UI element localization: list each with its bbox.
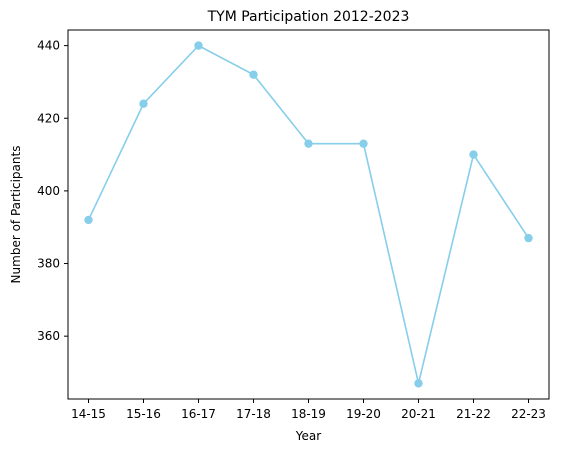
data-point	[414, 379, 423, 388]
y-tick-label: 380	[37, 257, 60, 271]
plot-frame	[67, 29, 550, 400]
x-tick-label: 22-23	[511, 407, 546, 421]
x-tick-label: 17-18	[236, 407, 271, 421]
y-axis-ticks: 360 380 400 420 440	[37, 39, 68, 343]
y-axis-label: Number of Participants	[9, 146, 23, 284]
data-point	[304, 139, 313, 148]
x-tick-label: 19-20	[346, 407, 381, 421]
data-point	[249, 70, 258, 79]
x-tick-label: 21-22	[456, 407, 491, 421]
x-axis-ticks: 14-15 15-16 16-17 17-18 18-19 19-20 20-21 21-22…	[71, 399, 546, 421]
x-tick-label: 14-15	[71, 407, 106, 421]
series-line	[87, 44, 530, 384]
y-tick-label: 440	[37, 39, 60, 53]
y-tick-label: 360	[37, 329, 60, 343]
data-point	[139, 99, 148, 108]
y-tick-label: 420	[37, 111, 60, 125]
x-tick-label: 20-21	[401, 407, 436, 421]
y-tick-label: 400	[37, 184, 60, 198]
x-tick-label: 16-17	[181, 407, 216, 421]
data-point	[359, 139, 368, 148]
chart-title: TYM Participation 2012-2023	[207, 9, 410, 25]
data-point	[194, 41, 203, 50]
data-point	[84, 215, 93, 225]
x-tick-label: 18-19	[291, 407, 326, 421]
data-point	[469, 150, 478, 159]
x-axis-label: Year	[295, 429, 321, 443]
x-tick-label: 15-16	[126, 407, 161, 421]
data-point	[524, 233, 533, 243]
series-layer	[84, 41, 533, 388]
